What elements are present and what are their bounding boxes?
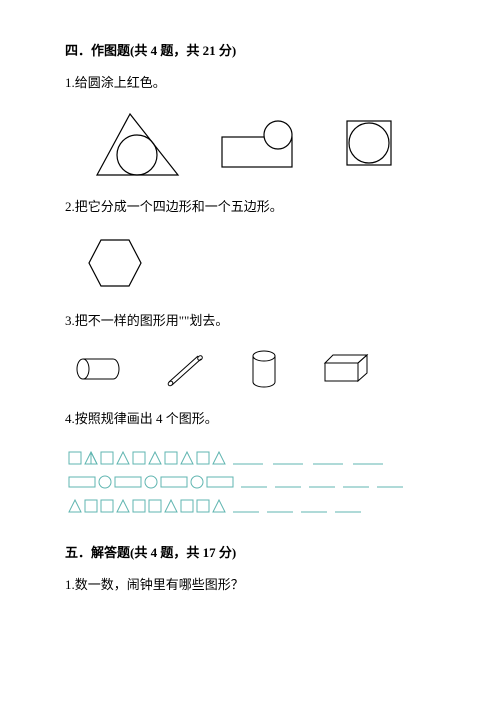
question-4-3: 3.把不一样的图形用""划去。	[65, 311, 435, 332]
rect-circle-icon	[220, 117, 305, 172]
pattern-row-3	[67, 496, 417, 516]
question-4-2: 2.把它分成一个四边形和一个五边形。	[65, 197, 435, 218]
question-4-2-prompt: 2.把它分成一个四边形和一个五边形。	[65, 199, 283, 214]
cylinder-short-icon	[75, 355, 120, 383]
question-4-3-prompt: 3.把不一样的图形用""划去。	[65, 313, 228, 328]
q4-pattern-rows	[67, 448, 435, 516]
q1-figures	[95, 112, 435, 177]
document-page: 四．作图题(共 4 题，共 21 分) 1.给圆涂上红色。 2.把它分成一个四边…	[0, 0, 500, 708]
question-5-1: 1.数一数，闹钟里有哪些图形？	[65, 575, 435, 596]
section-4-title: 四．作图题(共 4 题，共 21 分)	[65, 40, 435, 59]
cuboid-icon	[323, 353, 371, 385]
square-circle-icon	[345, 117, 400, 172]
question-5-1-prompt: 1.数一数，闹钟里有哪些图形？	[65, 577, 244, 592]
question-4-1-prompt: 1.给圆涂上红色。	[65, 75, 166, 90]
cylinder-tall-icon	[250, 349, 278, 389]
section-5-title: 五．解答题(共 4 题，共 17 分)	[65, 542, 435, 561]
q3-figures	[75, 349, 435, 389]
q2-figures	[85, 236, 435, 291]
pattern-row-2	[67, 472, 427, 492]
pattern-row-1	[67, 448, 417, 468]
hexagon-icon	[85, 236, 145, 291]
pencil-icon	[165, 352, 205, 387]
question-4-4: 4.按照规律画出 4 个图形。	[65, 409, 435, 430]
question-4-4-prompt: 4.按照规律画出 4 个图形。	[65, 411, 218, 426]
question-4-1: 1.给圆涂上红色。	[65, 73, 435, 94]
triangle-circle-icon	[95, 112, 180, 177]
